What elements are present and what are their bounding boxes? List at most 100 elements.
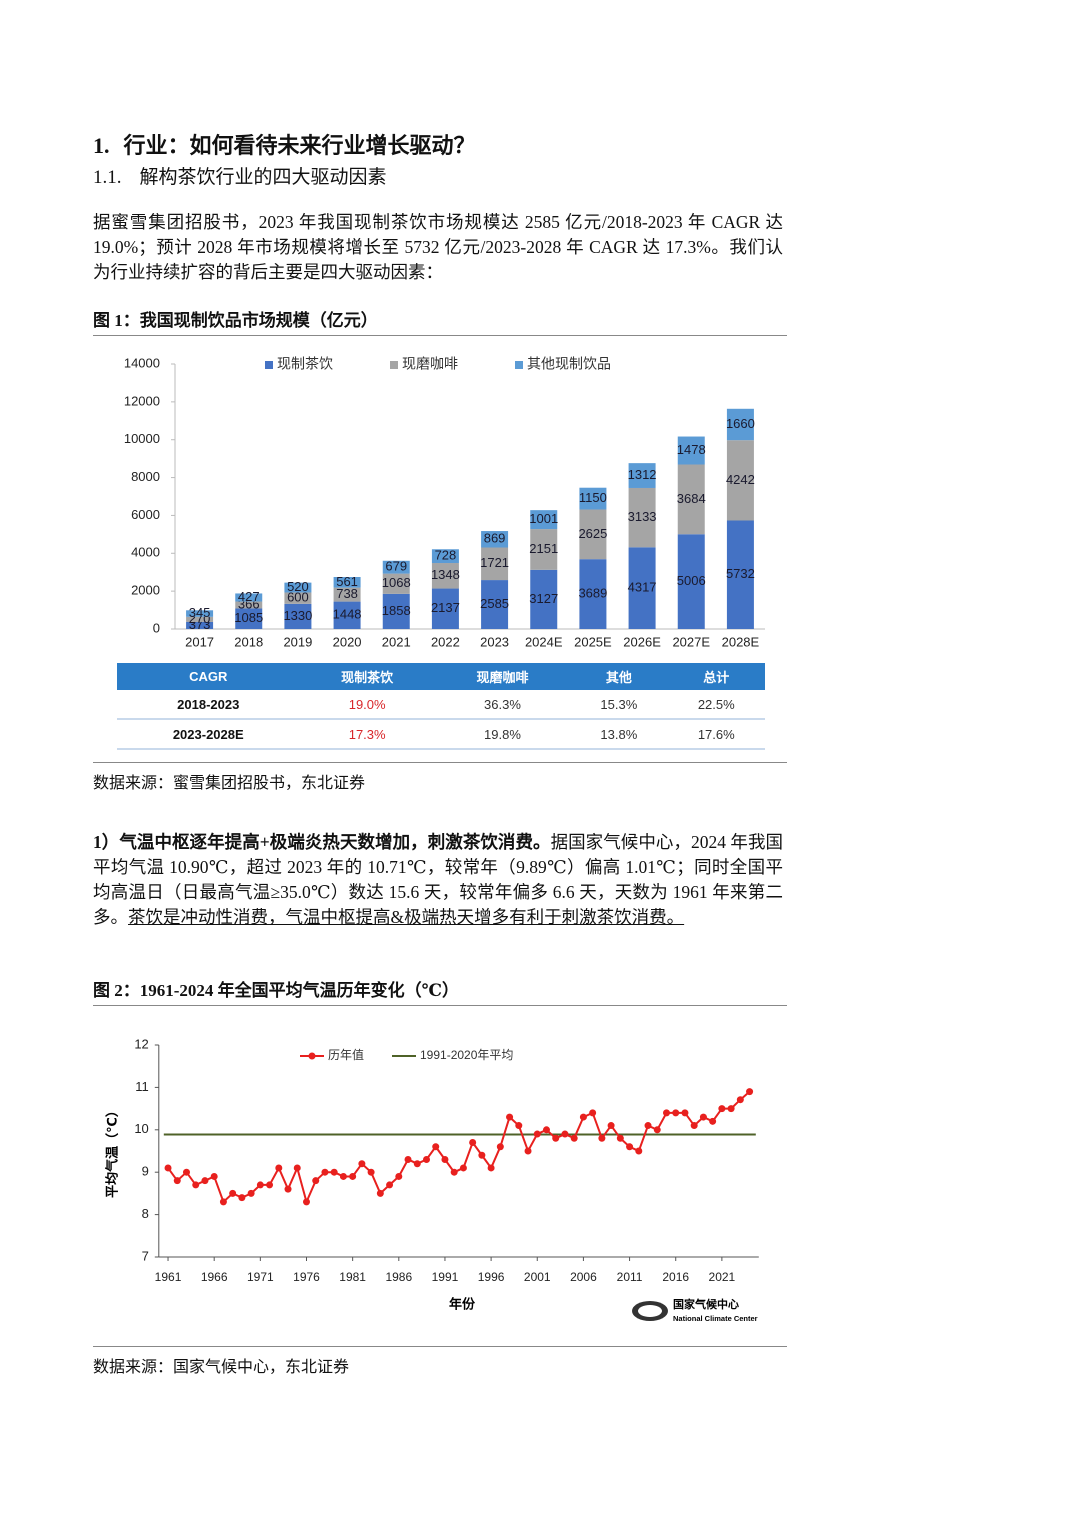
data-point <box>312 1177 320 1185</box>
y-tick-label: 10000 <box>124 431 160 446</box>
data-line <box>167 1090 751 1205</box>
x-tick-label: 1971 <box>247 1270 274 1284</box>
cell: 13.8% <box>570 719 668 750</box>
data-point <box>690 1122 698 1130</box>
x-tick-label: 1981 <box>339 1270 366 1284</box>
data-point <box>552 1134 560 1142</box>
y-tick-label: 2000 <box>131 583 160 598</box>
data-label: 1312 <box>628 467 657 482</box>
paragraph-text: 据国家气候中心，2024 年我国平均气温 10.90℃，超过 2023 年的 1… <box>93 832 783 927</box>
data-label: 2625 <box>578 526 607 541</box>
bar-segment <box>382 573 410 594</box>
cell: 2023-2028E <box>117 719 300 750</box>
data-label: 728 <box>435 548 457 563</box>
y-tick-label: 10 <box>134 1121 148 1136</box>
bar-segment <box>186 621 214 629</box>
data-point <box>515 1122 523 1130</box>
data-label: 1448 <box>333 607 362 622</box>
legend-label: 其他现制饮品 <box>527 356 611 372</box>
data-point <box>662 1109 670 1117</box>
data-point <box>681 1109 689 1117</box>
data-label: 1478 <box>677 442 706 457</box>
data-label: 345 <box>189 605 211 620</box>
figure-source: 数据来源：蜜雪集团招股书，东北证券 <box>93 762 787 793</box>
bar-segment <box>481 547 509 581</box>
data-label: 3133 <box>628 509 657 524</box>
y-tick-label: 7 <box>142 1248 149 1263</box>
data-point <box>266 1181 274 1189</box>
data-point <box>432 1143 440 1151</box>
data-label: 3684 <box>677 491 706 506</box>
data-label: 600 <box>287 590 309 605</box>
paragraph-lead: 1）气温中枢逐年提高+极端炎热天数增加，刺激茶饮消费。 <box>93 832 551 852</box>
data-label: 1348 <box>431 567 460 582</box>
figure-caption: 图 2：1961-2024 年全国平均气温历年变化（℃） <box>93 976 787 1006</box>
figure-source: 数据来源：国家气候中心，东北证券 <box>93 1346 787 1377</box>
data-point <box>644 1122 652 1130</box>
data-point <box>699 1113 707 1121</box>
data-point <box>284 1185 292 1193</box>
bar-segment <box>431 563 459 589</box>
data-point <box>533 1130 541 1138</box>
data-point <box>293 1164 301 1172</box>
y-tick-label: 12000 <box>124 393 160 408</box>
bar-segment <box>186 610 214 617</box>
x-tick-label: 2028E <box>722 634 760 649</box>
subheading: 1.1. 解构茶饮行业的四大驱动因素 <box>93 162 387 189</box>
data-point <box>256 1181 264 1189</box>
bar-segment <box>382 560 410 574</box>
y-tick-label: 0 <box>153 620 160 635</box>
bar-segment <box>726 440 754 521</box>
y-tick-label: 12 <box>134 1036 148 1051</box>
data-label: 738 <box>336 586 358 601</box>
data-point <box>579 1113 587 1121</box>
cagr-table: CAGR 现制茶饮 现磨咖啡 其他 总计 2018-2023 19.0% 36.… <box>117 663 765 750</box>
data-point <box>238 1194 246 1202</box>
bar-segment <box>579 487 607 510</box>
data-point <box>746 1088 754 1096</box>
data-label: 1001 <box>529 511 558 526</box>
bar-segment <box>431 549 459 564</box>
data-point <box>182 1168 190 1176</box>
header-cell: 现磨咖啡 <box>434 663 571 690</box>
x-tick-label: 2021 <box>709 1270 736 1284</box>
subheading-number: 1.1. <box>93 167 122 188</box>
bar-segment <box>530 529 558 570</box>
bar-segment <box>431 588 459 629</box>
data-point <box>395 1172 403 1180</box>
data-label: 3689 <box>578 586 607 601</box>
x-tick-label: 2020 <box>333 634 362 649</box>
bar-segment <box>235 601 263 609</box>
x-tick-label: 1986 <box>385 1270 412 1284</box>
data-point <box>192 1181 200 1189</box>
data-point <box>413 1160 421 1168</box>
data-point <box>672 1109 680 1117</box>
data-label: 5732 <box>726 566 755 581</box>
bar-segment <box>579 509 607 560</box>
y-tick-label: 14000 <box>124 355 160 370</box>
x-tick-label: 1961 <box>155 1270 182 1284</box>
x-tick-label: 2001 <box>524 1270 551 1284</box>
bar-segment <box>284 582 312 593</box>
logo-name: 国家气候中心 <box>673 1297 739 1311</box>
cell: 2018-2023 <box>117 690 300 720</box>
data-point <box>496 1143 504 1151</box>
data-point <box>561 1130 569 1138</box>
x-tick-label: 1976 <box>293 1270 320 1284</box>
data-label: 4242 <box>726 472 755 487</box>
heading-title: 行业：如何看待未来行业增长驱动？ <box>123 133 476 158</box>
data-point <box>386 1181 394 1189</box>
bar-segment <box>481 580 509 629</box>
legend-swatch <box>390 361 398 369</box>
bar-segment <box>284 592 312 604</box>
bar-segment <box>530 510 558 530</box>
heading-number: 1. <box>93 133 110 158</box>
header-cell: 总计 <box>667 663 765 690</box>
bar-segment <box>235 593 263 602</box>
logo-icon <box>638 1305 662 1317</box>
bar-segment <box>726 520 754 629</box>
bar-segment <box>333 587 361 602</box>
data-label: 1660 <box>726 416 755 431</box>
x-tick-label: 2018 <box>234 634 263 649</box>
bar-segment <box>579 559 607 629</box>
